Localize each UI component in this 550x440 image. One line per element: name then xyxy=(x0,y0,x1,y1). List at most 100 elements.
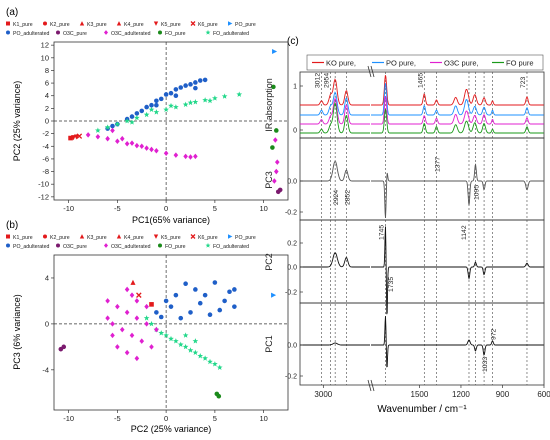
point-fo-adulterated xyxy=(207,97,213,104)
xlabel-c: Wavenumber / cm⁻¹ xyxy=(377,404,467,415)
xtick-label-c: 600 xyxy=(537,390,550,399)
subplot-frame-pc1 xyxy=(299,302,545,386)
legend-marker-o3c-pure xyxy=(56,30,60,35)
legend-marker-k2-pure xyxy=(43,21,47,26)
legend-label-po-adulterated: PO_adulterated xyxy=(13,31,49,37)
point-o3c-adulterated xyxy=(144,145,149,151)
xtick-label-c: 3000 xyxy=(314,390,332,399)
legend-marker-fo-pure xyxy=(158,30,162,35)
legend-label-fo-pure: FO_pure xyxy=(165,31,186,37)
point-fo-adulterated xyxy=(212,95,218,101)
ylabel-ir-absorption: IR absorption xyxy=(264,78,274,132)
xtick-label: 5 xyxy=(213,204,217,213)
legend-label-fo-adulterated: FO_adulterated xyxy=(213,244,249,250)
point-o3c-adulterated xyxy=(173,152,179,158)
legend-label-o3c-adulterated: O3C_adulterated xyxy=(111,244,151,250)
xlabel-b: PC2 (25% variance) xyxy=(131,424,212,434)
point-o3c-adulterated xyxy=(144,303,149,310)
xticks-c: 3000 1500 1200 900 600 xyxy=(314,385,550,399)
legend-marker-k6-pure xyxy=(190,21,196,26)
legend-label-k6-pure: K6_pure xyxy=(198,235,218,241)
point-o3c-adulterated xyxy=(149,344,154,350)
point-o3c-adulterated xyxy=(129,332,135,339)
point-fo-adulterated xyxy=(187,347,194,353)
peak-label: 2852 xyxy=(344,190,351,205)
legend-label-fo-pure: FO pure xyxy=(506,59,534,68)
point-fo-adulterated xyxy=(173,104,179,110)
point-po-pure xyxy=(271,292,277,298)
ylabel-pc1: PC1 xyxy=(264,335,274,353)
ytick-label-c: 0.2 xyxy=(287,241,297,248)
point-fo-adulterated xyxy=(168,102,174,109)
point-po-adulterated xyxy=(217,307,223,313)
point-o3c-adulterated xyxy=(139,143,145,150)
point-fo-pure xyxy=(270,145,275,150)
point-o3c-adulterated xyxy=(129,292,135,298)
legend-marker-po-pure xyxy=(228,234,233,239)
point-fo-adulterated xyxy=(192,349,199,356)
point-k5-pure xyxy=(73,134,79,140)
point-fo-adulterated xyxy=(143,315,150,321)
ylabel-b: PC3 (6% variance) xyxy=(12,294,22,370)
legend-c: KO pure, PO pure, O3C pure, FO pure xyxy=(312,59,534,68)
point-po-adulterated xyxy=(173,87,179,92)
ylabel-a: PC2 (25% variance) xyxy=(12,81,22,162)
legend-marker-fo-adulterated xyxy=(205,29,211,35)
point-o3c-adulterated xyxy=(95,134,101,140)
point-o3c-adulterated xyxy=(124,286,130,293)
point-fo-adulterated xyxy=(163,332,169,338)
point-fo-adulterated xyxy=(207,358,213,365)
point-o3c-adulterated xyxy=(124,349,130,356)
pc3-loading xyxy=(300,160,544,219)
scatter-panel-a: -10 -5 0 5 10 -12 -10 -8 -6 -4 -2 0 2 4 6 8 10 12 PC1(65%… xyxy=(12,41,289,225)
point-fo-adulterated xyxy=(95,127,101,133)
legend-marker-o3c-pure xyxy=(56,243,60,248)
point-po-adulterated xyxy=(110,123,115,129)
point-o3c-adulterated xyxy=(183,153,188,160)
point-o3c-adulterated xyxy=(110,321,115,327)
legend-label-o3c-pure: O3C pure, xyxy=(444,59,479,68)
legend-label-k5-pure: K5_pure xyxy=(161,235,181,241)
peak-label: 3012 xyxy=(315,73,322,88)
legend-label-po-adulterated: PO_adulterated xyxy=(13,244,49,250)
legend-label-po-pure: PO_pure xyxy=(235,22,256,28)
ytick-label: -10 xyxy=(38,180,49,189)
point-fo-adulterated xyxy=(173,338,179,344)
ir-spectrum-ko-pure xyxy=(300,75,544,106)
spectra-lines xyxy=(300,75,544,368)
legend-marker-k4-pure xyxy=(116,21,122,26)
data-points-b xyxy=(58,279,277,399)
point-fo-adulterated xyxy=(148,320,155,327)
ytick-label: -2 xyxy=(42,129,49,138)
point-o3c-adulterated xyxy=(134,298,140,304)
panel-label-a: (a) xyxy=(6,7,18,18)
point-fo-adulterated xyxy=(148,106,155,113)
subplot-frame-pc2 xyxy=(299,219,545,304)
point-fo-adulterated xyxy=(104,124,111,130)
legend-label-k4-pure: K4_pure xyxy=(124,235,144,241)
point-k5-pure xyxy=(70,135,77,141)
legend-panel-b: K1_pure K2_pure K3_pure K4_pure K5_pure K6_pu… xyxy=(6,234,256,250)
point-o3c-adulterated xyxy=(129,140,135,146)
ylabel-pc3: PC3 xyxy=(264,171,274,189)
peak-label: 2954 xyxy=(324,73,331,88)
point-fo-pure xyxy=(216,393,222,399)
point-po-adulterated xyxy=(227,289,232,295)
legend-label-o3c-adulterated: O3C_adulterated xyxy=(111,31,151,37)
xtick-label: -10 xyxy=(63,414,74,423)
point-po-adulterated xyxy=(129,114,135,119)
point-fo-adulterated xyxy=(197,353,204,359)
point-po-adulterated xyxy=(183,83,188,88)
legend-marker-k2-pure xyxy=(43,234,47,239)
point-o3c-adulterated xyxy=(124,309,130,316)
point-po-adulterated xyxy=(178,85,184,90)
point-fo-adulterated xyxy=(158,330,165,336)
point-k1-pure xyxy=(149,302,154,307)
legend-marker-o3c-adulterated xyxy=(104,243,108,248)
ytick-label: -8 xyxy=(42,167,49,176)
point-o3c-adulterated xyxy=(119,135,125,142)
point-fo-adulterated xyxy=(168,335,174,342)
point-po-adulterated xyxy=(212,280,218,285)
point-po-adulterated xyxy=(139,108,145,114)
point-o3c-adulterated xyxy=(134,142,140,149)
